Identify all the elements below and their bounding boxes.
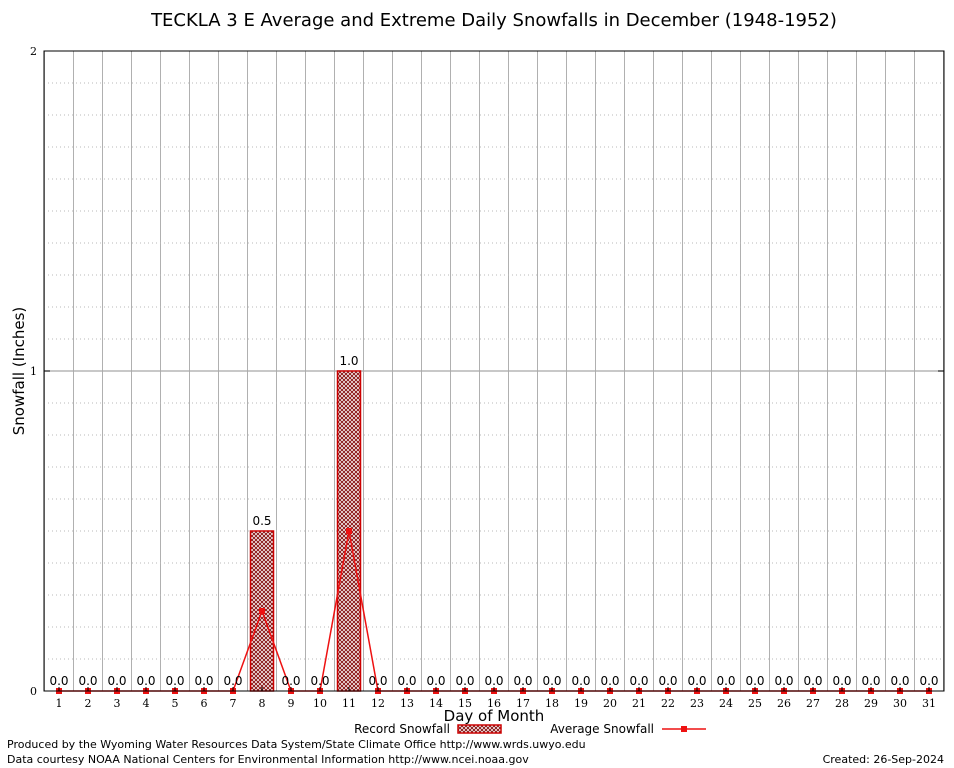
data-label: 0.5	[252, 514, 271, 528]
data-label: 0.0	[774, 674, 793, 688]
x-tick-label: 23	[690, 697, 704, 710]
legend-record-label: Record Snowfall	[354, 722, 450, 736]
x-tick-label: 30	[893, 697, 907, 710]
data-label: 0.0	[629, 674, 648, 688]
x-axis-label: Day of Month	[444, 707, 545, 725]
x-tick-label: 27	[806, 697, 820, 710]
x-tick-label: 13	[400, 697, 414, 710]
x-tick-label: 3	[114, 697, 121, 710]
x-tick-label: 31	[922, 697, 936, 710]
data-label: 0.0	[426, 674, 445, 688]
x-tick-label: 7	[230, 697, 237, 710]
data-label: 0.0	[513, 674, 532, 688]
data-label: 0.0	[368, 674, 387, 688]
x-tick-label: 21	[632, 697, 646, 710]
plot-frame	[43, 50, 945, 692]
x-tick-label: 12	[371, 697, 385, 710]
y-tick-label: 2	[30, 45, 37, 58]
data-label: 0.0	[832, 674, 851, 688]
x-tick-label: 28	[835, 697, 849, 710]
x-tick-label: 14	[429, 697, 443, 710]
created-date: Created: 26-Sep-2024	[823, 753, 944, 766]
legend-record-swatch	[457, 724, 502, 734]
data-label: 0.0	[223, 674, 242, 688]
x-tick-label: 17	[516, 697, 530, 710]
x-tick-label: 6	[201, 697, 208, 710]
credit-produced-by: Produced by the Wyoming Water Resources …	[7, 738, 586, 751]
data-label: 0.0	[310, 674, 329, 688]
data-label: 0.0	[716, 674, 735, 688]
data-label: 0.0	[861, 674, 880, 688]
x-tick-label: 5	[172, 697, 179, 710]
data-label: 0.0	[484, 674, 503, 688]
x-tick-label: 16	[487, 697, 501, 710]
x-tick-label: 10	[313, 697, 327, 710]
x-tick-label: 22	[661, 697, 675, 710]
data-label: 0.0	[745, 674, 764, 688]
grid-lines	[44, 51, 944, 691]
legend-average-label: Average Snowfall	[550, 722, 654, 736]
x-tick-label: 2	[85, 697, 92, 710]
average-point	[346, 528, 352, 534]
data-label: 0.0	[136, 674, 155, 688]
chart-title: TECKLA 3 E Average and Extreme Daily Sno…	[150, 10, 837, 31]
x-tick-label: 29	[864, 697, 878, 710]
data-label: 0.0	[165, 674, 184, 688]
data-labels: 0.0 0.0 0.0 0.0 0.0 0.0 0.0 0.5 0.0 0.0 1.0 0.0 0.0 0…	[49, 354, 938, 688]
x-tick-label: 15	[458, 697, 472, 710]
legend: Record Snowfall Average Snowfall	[354, 722, 706, 736]
data-label: 0.0	[107, 674, 126, 688]
average-point	[259, 608, 265, 614]
data-label: 0.0	[803, 674, 822, 688]
x-tick-label: 20	[603, 697, 617, 710]
x-tick-label: 11	[342, 697, 356, 710]
data-label: 0.0	[542, 674, 561, 688]
data-label: 1.0	[339, 354, 358, 368]
data-label: 0.0	[455, 674, 474, 688]
data-label: 0.0	[600, 674, 619, 688]
x-tick-label: 25	[748, 697, 762, 710]
credit-data-courtesy: Data courtesy NOAA National Centers for …	[7, 753, 529, 766]
data-label: 0.0	[397, 674, 416, 688]
x-tick-label: 19	[574, 697, 588, 710]
x-tick-label: 8	[259, 697, 266, 710]
x-tick-label: 26	[777, 697, 791, 710]
data-label: 0.0	[194, 674, 213, 688]
data-label: 0.0	[890, 674, 909, 688]
x-tick-label: 4	[143, 697, 150, 710]
legend-average-marker	[681, 726, 687, 732]
x-tick-label: 24	[719, 697, 733, 710]
y-tick-label: 0	[30, 685, 37, 698]
data-label: 0.0	[49, 674, 68, 688]
y-axis-label: Snowfall (Inches)	[10, 307, 28, 435]
data-label: 0.0	[919, 674, 938, 688]
data-label: 0.0	[687, 674, 706, 688]
data-label: 0.0	[281, 674, 300, 688]
x-tick-label: 18	[545, 697, 559, 710]
data-label: 0.0	[78, 674, 97, 688]
average-snowfall-line	[56, 528, 932, 694]
x-tick-label: 1	[56, 697, 63, 710]
data-label: 0.0	[571, 674, 590, 688]
x-tick-label: 9	[288, 697, 295, 710]
y-tick-label: 1	[30, 365, 37, 378]
data-label: 0.0	[658, 674, 677, 688]
